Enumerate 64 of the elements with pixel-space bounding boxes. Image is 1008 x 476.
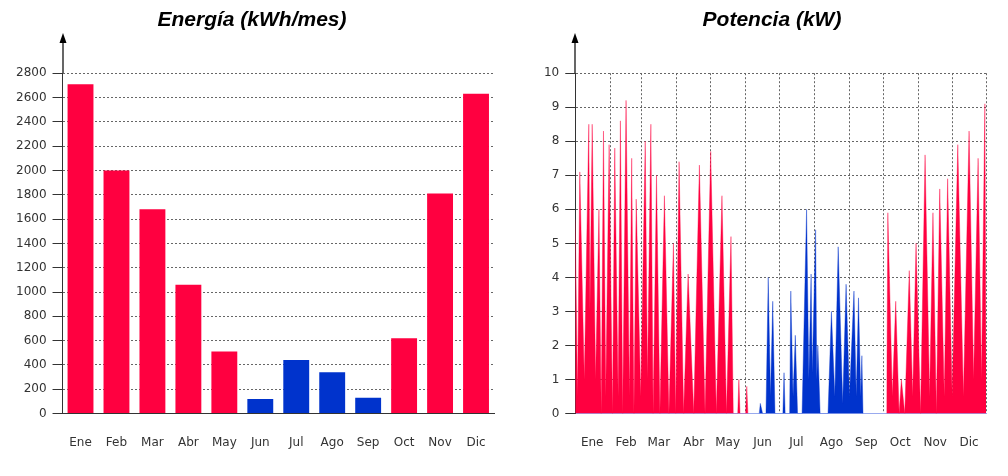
x-tick-label: Nov [923,434,947,449]
y-tick-label: 10 [543,65,560,80]
y-tick-label: 4 [551,269,560,284]
bar [175,284,202,414]
y-tick-label: 1400 [15,235,47,250]
x-tick-label: Jul [288,434,304,449]
bar [211,351,238,414]
y-tick-label: 0 [38,405,47,420]
y-tick-label: 3 [551,303,560,318]
y-tick-label: 9 [551,99,560,114]
y-tick-label: 400 [23,357,47,372]
bar [355,397,382,414]
bar [463,93,489,414]
bar [427,193,454,414]
y-tick-label: 600 [23,332,47,347]
x-tick-label: Dic [959,434,979,449]
bar [391,338,418,414]
x-tick-label: Jul [788,434,804,449]
chart-title: Potencia (kW) [702,7,842,31]
x-tick-label: Ago [320,434,344,449]
x-tick-label: Oct [393,434,415,449]
y-tick-label: 800 [23,308,47,323]
y-tick-label: 0 [551,405,560,420]
y-tick-label: 1200 [15,259,47,274]
x-tick-label: Ago [819,434,843,449]
x-tick-label: May [211,434,237,449]
x-tick-label: Feb [105,434,128,449]
y-tick-label: 1800 [15,186,47,201]
y-tick-label: 6 [551,201,560,216]
x-tick-label: Mar [647,434,671,449]
x-tick-label: Nov [428,434,452,449]
x-tick-label: Jun [249,434,270,449]
y-tick-label: 8 [551,133,560,148]
y-tick-label: 2000 [15,162,47,177]
y-tick-label: 1 [551,371,560,386]
bar [103,170,130,414]
y-tick-label: 1600 [15,211,47,226]
x-tick-label: Feb [615,434,637,449]
bar [247,399,274,414]
x-tick-label: Sep [855,434,878,449]
bar [283,360,310,414]
x-tick-label: Ene [580,434,604,449]
y-tick-label: 7 [551,167,560,182]
y-tick-label: 2 [551,337,560,352]
y-tick-label: 5 [551,235,560,250]
x-tick-label: Oct [889,434,911,449]
x-tick-label: Ene [69,434,92,449]
x-tick-label: May [715,434,741,449]
x-tick-label: Abr [178,434,199,449]
bar [67,84,94,414]
x-tick-label: Jun [752,434,772,449]
bar [139,209,166,414]
y-tick-label: 2200 [15,138,47,153]
y-tick-label: 1000 [15,284,47,299]
chart-title: Energía (kWh/mes) [157,7,347,31]
x-tick-label: Mar [141,434,164,449]
y-tick-label: 2800 [15,65,47,80]
bar [319,372,346,414]
y-tick-label: 2400 [15,113,47,128]
y-tick-label: 200 [23,381,47,396]
x-tick-label: Sep [356,434,380,449]
y-tick-label: 2600 [15,89,47,104]
x-tick-label: Abr [683,434,705,449]
x-tick-label: Dic [466,434,486,449]
